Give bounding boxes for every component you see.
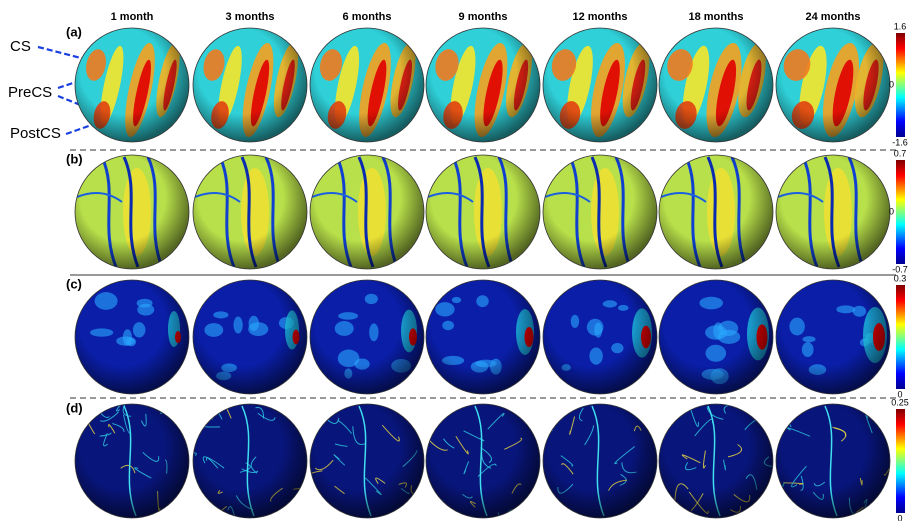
sphere-shade <box>193 155 307 269</box>
pattern <box>533 424 553 430</box>
column-label: 1 month <box>111 11 154 23</box>
pattern <box>178 407 197 431</box>
sphere-shade <box>776 280 890 394</box>
sphere <box>543 28 657 142</box>
row-label: (b) <box>66 151 83 166</box>
column-label: 12 months <box>572 11 627 23</box>
sphere-shade <box>310 155 424 269</box>
colorbar-label: 0.3 <box>894 273 907 283</box>
sphere-shade <box>543 155 657 269</box>
sphere-shade <box>426 28 540 142</box>
sphere-shade <box>543 28 657 142</box>
row-label: (d) <box>66 400 83 415</box>
annotation: PostCS <box>10 125 61 142</box>
sphere <box>543 280 657 394</box>
sphere <box>75 28 189 142</box>
colorbar <box>896 285 905 389</box>
column-label: 6 months <box>343 11 392 23</box>
sphere <box>776 155 890 269</box>
column-label: 24 months <box>805 11 860 23</box>
sphere-shade <box>193 404 307 518</box>
sphere <box>75 280 189 394</box>
sphere <box>533 391 660 521</box>
pattern <box>422 496 437 500</box>
pattern <box>535 503 547 521</box>
pattern <box>654 391 661 412</box>
sphere-shade <box>543 404 657 518</box>
sphere <box>193 28 307 142</box>
sphere <box>776 403 904 518</box>
sphere-shade <box>310 404 424 518</box>
row-label: (c) <box>66 276 82 291</box>
pattern <box>421 422 429 428</box>
sphere-shade <box>75 155 189 269</box>
column-label: 9 months <box>459 11 508 23</box>
row-label: (a) <box>66 24 82 39</box>
sphere <box>776 280 890 394</box>
pattern <box>552 507 561 518</box>
sphere <box>659 155 773 269</box>
annotation: PreCS <box>8 84 52 101</box>
sphere <box>310 280 424 394</box>
sphere <box>543 155 657 269</box>
annotation: CS <box>10 38 31 55</box>
colorbar-label: 0 <box>889 79 894 89</box>
sphere-shade <box>543 280 657 394</box>
pattern <box>641 393 651 407</box>
colorbar-label: 0 <box>889 206 894 216</box>
sphere <box>193 155 307 269</box>
sphere <box>306 404 430 518</box>
colorbar <box>896 160 905 264</box>
figure: CS PreCS PostCS 1 month 3 months 6 months 9… <box>0 0 916 521</box>
colorbar-label: 0.7 <box>894 148 907 158</box>
pattern <box>648 489 659 503</box>
colorbar-label: 0.25 <box>891 397 909 407</box>
sphere-shade <box>659 28 773 142</box>
sphere <box>659 404 785 518</box>
sphere-shade <box>659 404 773 518</box>
sphere-shade <box>75 28 189 142</box>
pattern <box>174 507 187 516</box>
sphere <box>75 155 189 269</box>
sphere-shade <box>193 28 307 142</box>
sphere-shade <box>75 404 189 518</box>
sphere <box>776 28 890 142</box>
sphere <box>426 28 540 142</box>
sphere <box>310 28 424 142</box>
sphere <box>659 28 773 142</box>
sphere <box>176 404 307 519</box>
sphere-shade <box>426 404 540 518</box>
column-label: 3 months <box>226 11 275 23</box>
sphere <box>421 404 540 521</box>
sphere-shade <box>193 280 307 394</box>
sphere-shade <box>776 404 890 518</box>
sphere <box>659 280 773 394</box>
sphere-shade <box>659 280 773 394</box>
sphere <box>426 155 540 269</box>
sphere <box>426 280 540 394</box>
sphere <box>310 155 424 269</box>
colorbar-label: 0 <box>897 513 902 521</box>
pattern <box>415 405 429 425</box>
colorbar <box>896 409 905 513</box>
pattern <box>648 489 659 508</box>
sphere-shade <box>776 28 890 142</box>
pattern <box>758 500 772 513</box>
sphere-shade <box>310 280 424 394</box>
sphere-shade <box>426 155 540 269</box>
sphere-shade <box>776 155 890 269</box>
column-label: 18 months <box>688 11 743 23</box>
colorbar-label: 1.6 <box>894 21 907 31</box>
sphere <box>75 391 189 518</box>
sphere <box>193 280 307 394</box>
colorbar-label: -1.6 <box>892 137 908 147</box>
sphere-shade <box>310 28 424 142</box>
sphere-shade <box>75 280 189 394</box>
colorbar <box>896 33 905 137</box>
sphere-shade <box>659 155 773 269</box>
sphere-shade <box>426 280 540 394</box>
